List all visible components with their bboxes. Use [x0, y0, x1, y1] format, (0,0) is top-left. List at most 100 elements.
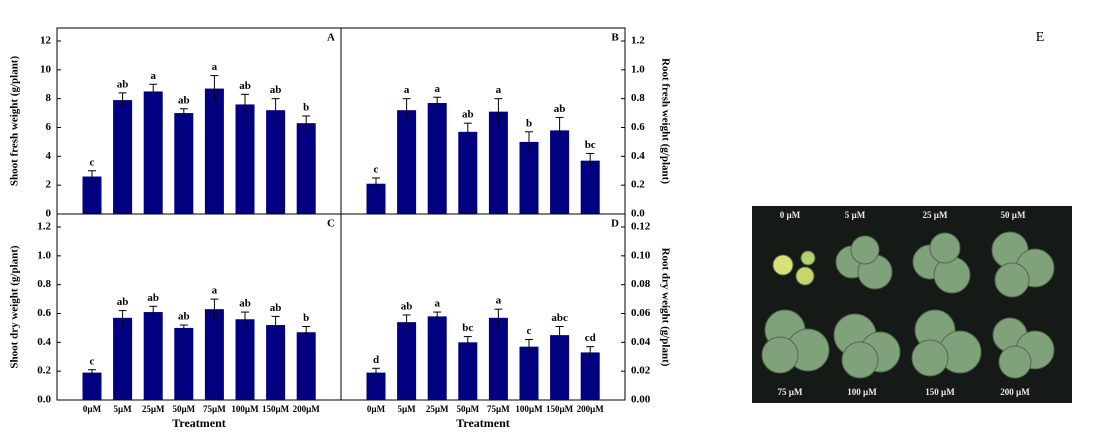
- plants: [761, 231, 1055, 379]
- bar: [204, 309, 224, 400]
- y-tick-label: 0.00: [631, 394, 651, 406]
- x-tick-label: 200µM: [293, 404, 321, 414]
- x-tick-label: 0µM: [83, 404, 102, 414]
- significance-letter: cd: [585, 332, 596, 344]
- y-axis-label: Root fresh weight (g/plant): [659, 58, 671, 184]
- bar: [397, 110, 417, 214]
- bar: [204, 88, 224, 214]
- x-tick-label: 200µM: [577, 404, 605, 414]
- bar: [550, 130, 570, 214]
- x-tick-label: 150µM: [262, 404, 290, 414]
- photo-condition: 0 µM: [780, 210, 801, 220]
- bar: [113, 317, 133, 400]
- y-tick-label: 0.0: [37, 394, 51, 406]
- y-tick-label: 0.8: [631, 92, 645, 104]
- x-tick-label: 25µM: [426, 404, 449, 414]
- significance-letter: a: [150, 70, 156, 82]
- significance-letter: ab: [178, 311, 190, 323]
- significance-letter: c: [90, 156, 95, 168]
- y-tick-label: 0.12: [631, 221, 651, 233]
- significance-letter: d: [373, 354, 379, 366]
- photo: [752, 206, 1072, 403]
- bar: [143, 91, 163, 214]
- bar: [143, 312, 163, 400]
- y-tick-label: 0.10: [631, 249, 651, 261]
- significance-letter: c: [90, 355, 95, 367]
- bar: [235, 104, 255, 214]
- significance-letter: a: [212, 285, 218, 297]
- bar: [82, 372, 102, 400]
- x-tick-label: 5µM: [114, 404, 133, 414]
- significance-letter: b: [303, 101, 309, 113]
- x-tick-label: 75µM: [487, 404, 510, 414]
- panel-label: D: [611, 218, 619, 230]
- bar: [296, 332, 316, 400]
- significance-letter: ab: [147, 292, 159, 304]
- x-tick-label: 100µM: [231, 404, 259, 414]
- bar: [174, 113, 194, 214]
- bar: [550, 335, 570, 400]
- significance-letter: bc: [462, 322, 473, 334]
- y-tick-label: 10: [40, 63, 52, 75]
- bar: [366, 183, 386, 214]
- y-tick-label: 8: [46, 92, 52, 104]
- y-tick-label: 12: [40, 35, 52, 47]
- y-tick-label: 0.08: [631, 278, 651, 290]
- panel-label: C: [327, 218, 335, 230]
- y-tick-label: 0.2: [631, 179, 645, 191]
- bar: [519, 346, 539, 400]
- panel-frame: [340, 213, 626, 401]
- bar: [366, 372, 386, 400]
- y-tick-label: 0.4: [631, 150, 645, 162]
- bar: [458, 342, 478, 400]
- photo-condition: 50 µM: [1001, 210, 1026, 220]
- y-tick-label: 0: [46, 208, 52, 220]
- significance-letter: a: [434, 298, 440, 310]
- y-tick-label: 0.02: [631, 365, 651, 377]
- x-tick-label: 50µM: [172, 404, 195, 414]
- significance-letter: ab: [117, 296, 129, 308]
- significance-letter: ab: [401, 300, 413, 312]
- y-tick-label: 2: [46, 179, 52, 191]
- significance-letter: b: [526, 117, 532, 129]
- photo-condition: 200 µM: [1000, 387, 1030, 397]
- x-tick-label: 25µM: [142, 404, 165, 414]
- significance-letter: a: [434, 83, 440, 95]
- significance-letter: ab: [270, 84, 282, 96]
- x-tick-label: 75µM: [203, 404, 226, 414]
- significance-letter: a: [212, 61, 218, 73]
- significance-letter: ab: [117, 78, 129, 90]
- bar: [174, 327, 194, 400]
- significance-letter: c: [527, 325, 532, 337]
- x-tick-label: 50µM: [456, 404, 479, 414]
- y-axis-label: Root dry weight (g/plant): [659, 248, 671, 367]
- y-tick-label: 0.8: [37, 278, 51, 290]
- photo-label: E: [1036, 30, 1045, 45]
- bar: [113, 100, 133, 214]
- significance-letter: a: [496, 84, 502, 96]
- y-tick-label: 0.06: [631, 307, 651, 319]
- y-tick-label: 0.0: [631, 208, 645, 220]
- bar: [580, 160, 600, 214]
- photo-condition: 5 µM: [845, 210, 866, 220]
- y-tick-label: 0.4: [37, 336, 51, 348]
- y-tick-label: 1.0: [37, 249, 51, 261]
- x-tick-label: 150µM: [546, 404, 574, 414]
- y-tick-label: 1.0: [631, 63, 645, 75]
- panel-label: A: [327, 32, 335, 44]
- bar: [266, 325, 286, 400]
- x-axis-label: Treatment: [456, 416, 510, 430]
- significance-letter: ab: [239, 298, 251, 310]
- x-axis-label: Treatment: [172, 416, 226, 430]
- photo-condition: 75 µM: [778, 387, 803, 397]
- bar: [488, 317, 508, 400]
- y-tick-label: 6: [46, 121, 52, 133]
- bar: [458, 131, 478, 214]
- photo-condition: 25 µM: [923, 210, 948, 220]
- bar: [427, 102, 447, 214]
- bar: [235, 319, 255, 400]
- x-tick-label: 0µM: [367, 404, 386, 414]
- significance-letter: ab: [554, 103, 566, 115]
